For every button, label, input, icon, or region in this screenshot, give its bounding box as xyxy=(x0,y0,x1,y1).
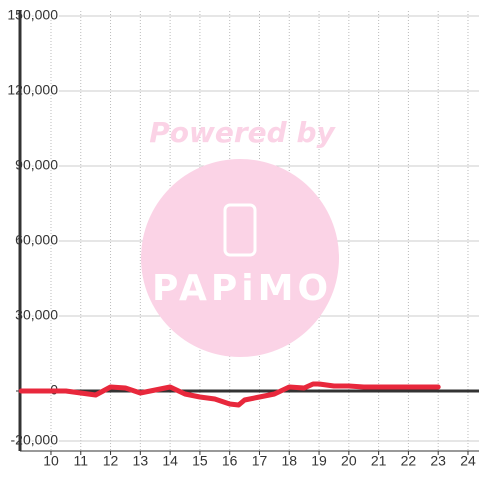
x-tick-label: 13 xyxy=(133,453,149,469)
x-tick-label: 21 xyxy=(371,453,387,469)
line xyxy=(18,381,441,408)
x-tick-label: 23 xyxy=(430,453,446,469)
x-tick-label: 17 xyxy=(252,453,268,469)
y-tick-label: -20,000 xyxy=(11,432,59,448)
x-tick-label: 19 xyxy=(311,453,327,469)
x-tick-label: 12 xyxy=(103,453,119,469)
watermark: Powered by PAPiMO xyxy=(141,116,339,357)
grid xyxy=(20,11,479,451)
y-tick-label: 30,000 xyxy=(15,307,58,323)
x-tick-label: 10 xyxy=(43,453,59,469)
watermark-text: Powered by xyxy=(149,116,336,149)
x-tick-label: 20 xyxy=(341,453,357,469)
y-tick-label: 90,000 xyxy=(15,157,58,173)
x-tick-label: 18 xyxy=(281,453,297,469)
x-tick-label: 14 xyxy=(162,453,178,469)
x-tick-label: 11 xyxy=(73,453,88,469)
watermark-logo: PAPiMO xyxy=(152,268,332,309)
y-tick-label: 120,000 xyxy=(7,82,58,98)
x-tick-label: 22 xyxy=(401,453,417,469)
y-tick-label: 60,000 xyxy=(15,232,58,248)
x-tick-label: 24 xyxy=(460,453,476,469)
watermark-icon xyxy=(223,203,257,257)
x-tick-label: 15 xyxy=(192,453,208,469)
x-tick-label: 16 xyxy=(222,453,238,469)
watermark-circle xyxy=(141,159,339,357)
y-tick-label: 150,000 xyxy=(7,7,58,23)
